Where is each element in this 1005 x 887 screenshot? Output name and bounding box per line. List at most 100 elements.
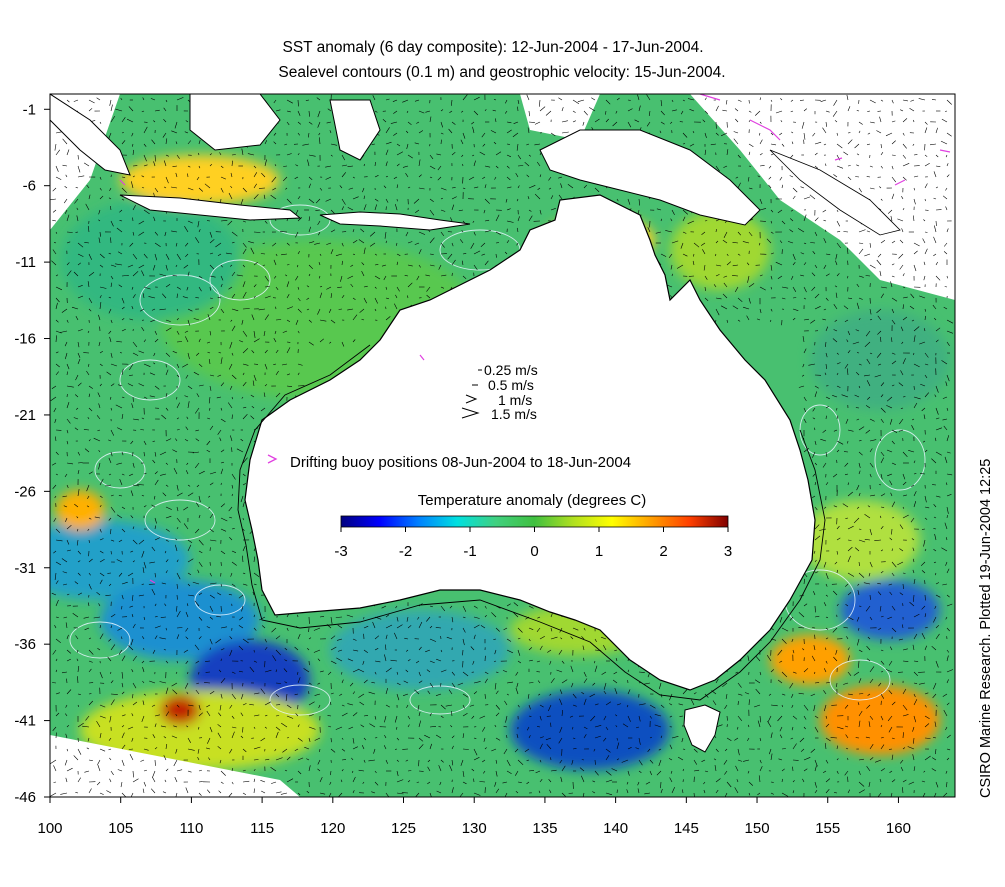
velocity-arrow — [228, 286, 233, 290]
velocity-arrow — [913, 119, 915, 123]
velocity-arrow — [462, 163, 464, 167]
velocity-arrow — [735, 671, 739, 674]
velocity-arrow — [109, 757, 112, 761]
velocity-arrow — [614, 687, 618, 695]
velocity-arrow — [748, 699, 750, 706]
velocity-arrow — [902, 787, 904, 794]
velocity-arrow — [506, 693, 509, 696]
velocity-arrow — [759, 165, 765, 167]
velocity-arrow — [110, 451, 113, 457]
velocity-arrow — [121, 605, 123, 610]
velocity-arrow — [495, 690, 499, 695]
velocity-arrow — [186, 603, 189, 607]
velocity-arrow — [787, 241, 794, 244]
velocity-arrow — [858, 572, 865, 578]
velocity-arrow — [61, 308, 68, 313]
velocity-arrow — [823, 561, 827, 568]
velocity-arrow — [241, 319, 244, 325]
velocity-arrow — [473, 250, 481, 255]
velocity-arrow — [528, 185, 536, 189]
velocity-arrow — [878, 484, 882, 486]
velocity-arrow — [229, 536, 233, 541]
velocity-arrow — [335, 726, 343, 730]
velocity-arrow — [866, 230, 871, 233]
velocity-arrow — [770, 143, 777, 146]
velocity-arrow — [923, 275, 926, 281]
velocity-arrow — [484, 165, 491, 168]
velocity-arrow — [901, 341, 904, 344]
velocity-arrow — [880, 293, 884, 299]
velocity-arrow — [198, 165, 201, 169]
velocity-arrow — [715, 778, 721, 783]
velocity-arrow — [742, 241, 750, 244]
velocity-arrow — [880, 615, 884, 618]
velocity-arrow — [946, 319, 954, 324]
velocity-arrow — [813, 645, 816, 651]
velocity-arrow — [874, 759, 882, 763]
velocity-arrow — [781, 671, 788, 678]
velocity-arrow — [242, 638, 249, 644]
velocity-arrow — [572, 726, 574, 730]
velocity-arrow — [64, 473, 68, 478]
velocity-arrow — [590, 715, 596, 722]
velocity-arrow — [184, 131, 189, 134]
velocity-arrow — [138, 350, 145, 354]
velocity-arrow — [297, 217, 303, 222]
velocity-arrow — [660, 788, 663, 794]
velocity-arrow — [691, 699, 695, 706]
velocity-arrow — [77, 748, 82, 755]
velocity-arrow — [118, 284, 123, 288]
velocity-arrow — [165, 768, 169, 772]
velocity-arrow — [87, 225, 90, 233]
velocity-arrow — [407, 780, 411, 783]
velocity-arrow — [880, 744, 885, 750]
velocity-arrow — [876, 259, 882, 266]
velocity-arrow — [647, 227, 651, 233]
velocity-arrow — [253, 627, 257, 631]
velocity-arrow — [913, 242, 920, 247]
velocity-arrow — [737, 748, 740, 756]
velocity-arrow — [503, 627, 508, 631]
missing-data-region — [50, 735, 300, 797]
velocity-arrow — [229, 704, 233, 709]
velocity-arrow — [934, 225, 937, 233]
velocity-arrow — [526, 174, 530, 178]
velocity-arrow — [405, 130, 409, 134]
velocity-arrow — [230, 319, 233, 322]
velocity-arrow — [192, 451, 200, 454]
velocity-arrow — [732, 242, 739, 244]
velocity-arrow — [933, 616, 937, 623]
velocity-arrow — [451, 710, 453, 717]
sulawesi — [329, 99, 381, 161]
velocity-arrow — [326, 286, 332, 290]
velocity-arrow — [132, 217, 134, 222]
velocity-arrow — [506, 759, 511, 767]
velocity-arrow — [88, 539, 90, 543]
velocity-arrow — [231, 726, 237, 729]
velocity-arrow — [220, 605, 222, 612]
velocity-arrow — [198, 275, 203, 279]
velocity-arrow — [108, 517, 112, 521]
velocity-arrow — [165, 687, 169, 695]
velocity-arrow — [759, 132, 761, 136]
velocity-arrow — [329, 341, 332, 344]
colorbar-tick-label: 2 — [659, 543, 667, 560]
velocity-arrow — [891, 308, 895, 314]
velocity-arrow — [857, 638, 860, 646]
velocity-arrow — [570, 636, 574, 640]
velocity-arrow — [308, 637, 312, 640]
velocity-arrow — [209, 330, 212, 336]
x-tick-label: 150 — [745, 820, 770, 837]
velocity-arrow — [491, 748, 497, 752]
velocity-arrow — [670, 770, 673, 774]
velocity-arrow — [286, 264, 290, 266]
velocity-arrow — [282, 330, 288, 333]
velocity-arrow — [396, 624, 403, 629]
velocity-arrow — [294, 646, 299, 651]
velocity-arrow — [66, 99, 70, 103]
velocity-arrow — [921, 570, 926, 574]
velocity-arrow — [427, 690, 431, 695]
velocity-arrow — [264, 286, 270, 288]
velocity-arrow — [198, 781, 203, 783]
velocity-arrow — [801, 374, 805, 377]
